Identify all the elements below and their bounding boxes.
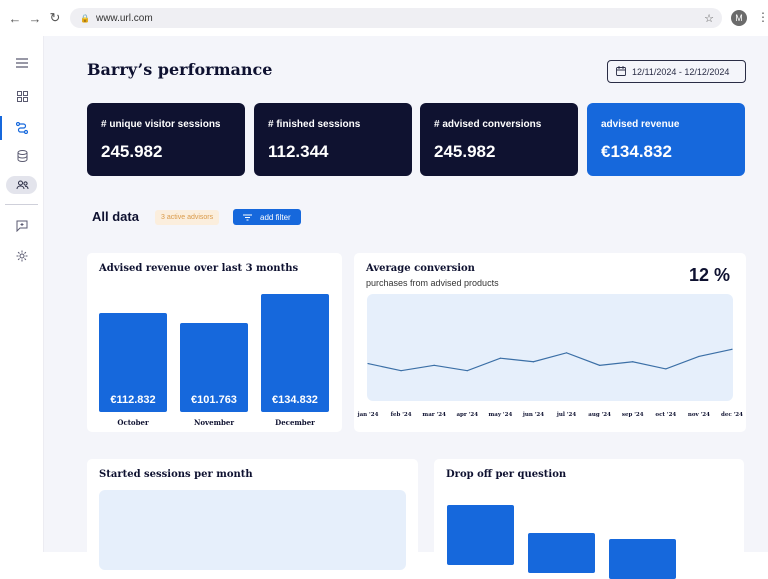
feedback-message-icon[interactable]: [10, 216, 34, 236]
revenue-chart-card: Advised revenue over last 3 months €112.…: [87, 253, 342, 432]
line-chart-area: [367, 294, 733, 401]
conversion-point: [532, 361, 535, 363]
sidebar-divider: [5, 204, 38, 205]
calendar-icon: [616, 65, 626, 78]
date-range-picker[interactable]: 12/11/2024 - 12/12/2024: [607, 60, 746, 83]
settings-gear-icon[interactable]: [10, 246, 34, 266]
add-filter-label: add filter: [260, 212, 291, 222]
bookmark-star-icon[interactable]: ☆: [704, 13, 714, 25]
revenue-month-label: October: [117, 418, 149, 427]
conversion-point: [499, 357, 501, 359]
card-title: Advised revenue over last 3 months: [99, 263, 299, 274]
back-icon[interactable]: ←: [8, 10, 22, 26]
date-range-text: 12/11/2024 - 12/12/2024: [632, 66, 730, 77]
dropoff-chart-card: Drop off per question: [434, 459, 744, 579]
month-tick-label: may '24: [488, 412, 513, 418]
main-content: Barry’s performance 12/11/2024 - 12/12/2…: [44, 36, 768, 579]
revenue-bar-label: €112.832: [110, 393, 156, 406]
filter-icon: [243, 214, 252, 220]
month-tick-label: mar '24: [422, 412, 446, 418]
browser-toolbar: ← → ↻ 🔒 www.url.com ☆ M ⋮: [0, 0, 768, 36]
conversion-point: [632, 361, 634, 363]
dropoff-bar: [528, 533, 595, 573]
conversion-point: [367, 362, 369, 365]
conversion-point: [400, 370, 402, 372]
profile-avatar[interactable]: M: [731, 10, 747, 26]
active-advisors-badge: 3 active advisors: [155, 210, 220, 225]
kpi-card-unique-visitors: # unique visitor sessions 245.982: [87, 103, 245, 176]
card-title: Average conversion: [366, 263, 475, 274]
lock-icon: 🔒: [80, 13, 90, 23]
kpi-label: # advised conversions: [434, 119, 542, 130]
sidebar: [0, 36, 44, 552]
dashboard-grid-icon[interactable]: [10, 86, 34, 106]
users-icon[interactable]: [10, 175, 34, 195]
address-bar[interactable]: 🔒 www.url.com: [70, 8, 722, 28]
conversion-line: [367, 348, 733, 372]
month-tick-label: dec '24: [721, 412, 743, 418]
conversion-line-chart: [367, 348, 733, 372]
conversion-point: [599, 364, 601, 366]
sessions-chart-area: [99, 490, 406, 570]
section-heading: All data: [92, 209, 139, 224]
month-tick-label: jul '24: [556, 412, 577, 418]
conversion-point: [698, 355, 700, 358]
database-icon[interactable]: [10, 146, 34, 166]
revenue-month-label: December: [275, 418, 315, 427]
month-tick-label: sep '24: [621, 412, 644, 418]
kpi-value: 245.982: [434, 142, 496, 161]
month-tick-label: feb '24: [390, 412, 412, 418]
month-tick-label: jun '24: [522, 412, 545, 418]
conversion-point: [466, 370, 468, 372]
month-tick-label: aug '24: [588, 412, 611, 418]
conversion-point: [565, 352, 568, 354]
month-tick-label: apr '24: [456, 412, 479, 418]
menu-icon[interactable]: [10, 53, 34, 73]
kpi-card-finished-sessions: # finished sessions 112.344: [254, 103, 412, 176]
kpi-card-advised-conversions: # advised conversions 245.982: [420, 103, 578, 176]
forward-icon[interactable]: →: [28, 10, 42, 26]
revenue-bar: €134.832: [261, 294, 329, 412]
kpi-label: # finished sessions: [268, 119, 361, 130]
flow-route-icon[interactable]: [10, 118, 34, 138]
kpi-value: 245.982: [101, 142, 163, 161]
conversion-chart-card: Average conversion purchases from advise…: [354, 253, 746, 432]
revenue-bar-label: €134.832: [272, 394, 318, 406]
url-text: www.url.com: [95, 12, 153, 24]
revenue-bar: €101.763: [180, 322, 248, 412]
month-tick-label: oct '24: [655, 412, 677, 418]
card-title: Started sessions per month: [99, 469, 253, 480]
card-subtitle: purchases from advised products: [366, 278, 499, 288]
conversion-point: [731, 348, 733, 350]
kpi-label: advised revenue: [601, 119, 680, 130]
dropoff-bar: [609, 539, 676, 579]
conversion-value: 12 %: [688, 265, 730, 285]
active-nav-indicator: [0, 116, 2, 140]
revenue-month-label: November: [193, 418, 235, 427]
add-filter-button[interactable]: add filter: [233, 209, 301, 225]
kpi-label: # unique visitor sessions: [101, 119, 221, 130]
conversion-point: [433, 364, 435, 366]
revenue-bar: €112.832: [99, 313, 167, 412]
kpi-card-advised-revenue: advised revenue €134.832: [587, 103, 745, 176]
page-title: Barry’s performance: [87, 60, 273, 79]
month-tick-label: jan '24: [357, 412, 379, 418]
browser-menu-icon[interactable]: ⋮: [757, 10, 768, 24]
kpi-value: €134.832: [601, 142, 672, 161]
sessions-chart-card: Started sessions per month: [87, 459, 418, 570]
reload-icon[interactable]: ↻: [49, 10, 61, 25]
month-tick-label: nov '24: [687, 412, 710, 418]
card-title: Drop off per question: [446, 469, 567, 480]
dropoff-bar: [447, 505, 514, 565]
revenue-bar-label: €101.763: [191, 393, 237, 406]
conversion-point: [665, 368, 667, 370]
kpi-value: 112.344: [268, 142, 329, 161]
